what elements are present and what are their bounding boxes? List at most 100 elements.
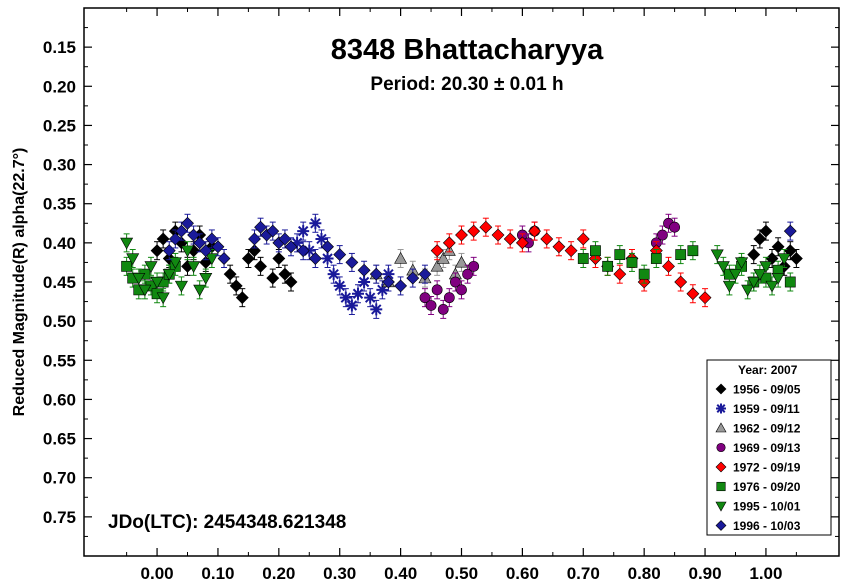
data-point	[450, 276, 461, 288]
data-point	[590, 245, 601, 257]
chart-subtitle: Period: 20.30 ± 0.01 h	[370, 74, 563, 95]
data-point	[626, 257, 638, 268]
y-tick-label: 0.20	[43, 77, 76, 96]
data-point	[187, 228, 201, 242]
data-point	[577, 253, 589, 264]
data-point	[638, 268, 650, 280]
data-point	[205, 253, 219, 266]
x-tick-label: 0.60	[506, 564, 539, 583]
data-point	[321, 252, 334, 265]
data-point	[753, 232, 767, 246]
axis-ticks	[84, 8, 839, 556]
legend-marker	[715, 461, 727, 473]
data-point	[181, 216, 194, 230]
data-point	[662, 259, 675, 273]
legend-label: 1959 - 09/11	[733, 402, 800, 416]
y-tick-label: 0.50	[43, 312, 76, 331]
y-tick-label: 0.15	[43, 38, 76, 57]
x-tick-label: 0.50	[445, 564, 478, 583]
data-point	[687, 245, 699, 257]
legend-marker	[715, 520, 727, 531]
data-point	[777, 253, 791, 266]
data-point	[168, 232, 182, 246]
data-point	[357, 263, 371, 277]
data-point	[576, 232, 590, 246]
data-point	[339, 291, 352, 304]
data-point	[333, 248, 347, 262]
data-point	[284, 275, 298, 289]
series-1995-10-01	[120, 233, 791, 308]
data-point	[741, 284, 755, 297]
data-point	[345, 299, 358, 312]
data-point	[266, 224, 280, 238]
data-point	[789, 252, 803, 265]
data-point	[205, 232, 219, 246]
y-tick-label: 0.45	[43, 273, 76, 292]
data-point	[468, 260, 480, 272]
y-tick-label: 0.25	[43, 116, 76, 135]
data-point	[156, 232, 170, 246]
data-point	[425, 300, 437, 311]
data-point	[462, 268, 473, 280]
legend-label: 1969 - 09/13	[733, 441, 801, 455]
jdo-annotation: JDo(LTC): 2454348.621348	[108, 512, 346, 533]
legend-box	[706, 359, 832, 536]
data-point	[174, 224, 188, 238]
legend-label: 1962 - 09/12	[733, 422, 801, 436]
data-point	[126, 253, 140, 266]
data-point	[443, 292, 455, 304]
data-point	[241, 252, 255, 265]
data-point	[455, 228, 468, 242]
legend-label: 1976 - 09/20	[733, 480, 801, 494]
legend-label: 1972 - 09/19	[733, 461, 801, 475]
data-point	[431, 284, 443, 296]
data-point	[266, 271, 280, 285]
data-point	[747, 276, 761, 289]
data-point	[254, 220, 267, 234]
data-point	[467, 224, 481, 238]
data-point	[614, 249, 626, 260]
data-point	[728, 269, 743, 281]
data-point	[650, 253, 662, 264]
data-point	[430, 244, 444, 258]
data-point	[479, 220, 493, 234]
data-point	[193, 284, 207, 297]
legend-marker	[715, 422, 727, 433]
data-point	[382, 275, 395, 289]
x-tick-label: 0.40	[384, 564, 417, 583]
data-point	[174, 280, 188, 293]
data-point	[315, 232, 328, 245]
data-point	[765, 280, 779, 293]
data-point	[613, 267, 627, 281]
data-point	[735, 257, 749, 270]
data-point	[669, 221, 681, 233]
data-point	[150, 244, 164, 258]
data-point	[150, 276, 164, 289]
data-point	[162, 244, 176, 258]
data-point	[309, 217, 322, 230]
data-point	[602, 260, 614, 272]
data-point	[437, 303, 449, 315]
data-point	[370, 303, 383, 316]
data-point	[278, 232, 292, 246]
data-point	[698, 291, 712, 305]
data-point	[180, 245, 195, 258]
data-point	[272, 252, 286, 265]
legend-marker	[716, 442, 726, 453]
data-point	[168, 257, 182, 270]
data-point	[333, 279, 346, 292]
legend-marker	[715, 383, 727, 395]
data-point	[120, 237, 134, 250]
data-point	[321, 240, 334, 254]
x-tick-label: 0.30	[323, 564, 356, 583]
data-point	[291, 236, 304, 249]
data-point	[211, 240, 225, 254]
data-point	[358, 276, 371, 288]
legend-title: Year: 2007	[738, 363, 798, 377]
data-point	[528, 224, 541, 238]
data-point	[710, 249, 724, 262]
legend-entries: 1956 - 09/05 1959 - 09/11 1962 - 09/12 1969…	[715, 383, 801, 533]
data-point	[540, 232, 554, 246]
y-tick-label: 0.30	[43, 156, 76, 175]
